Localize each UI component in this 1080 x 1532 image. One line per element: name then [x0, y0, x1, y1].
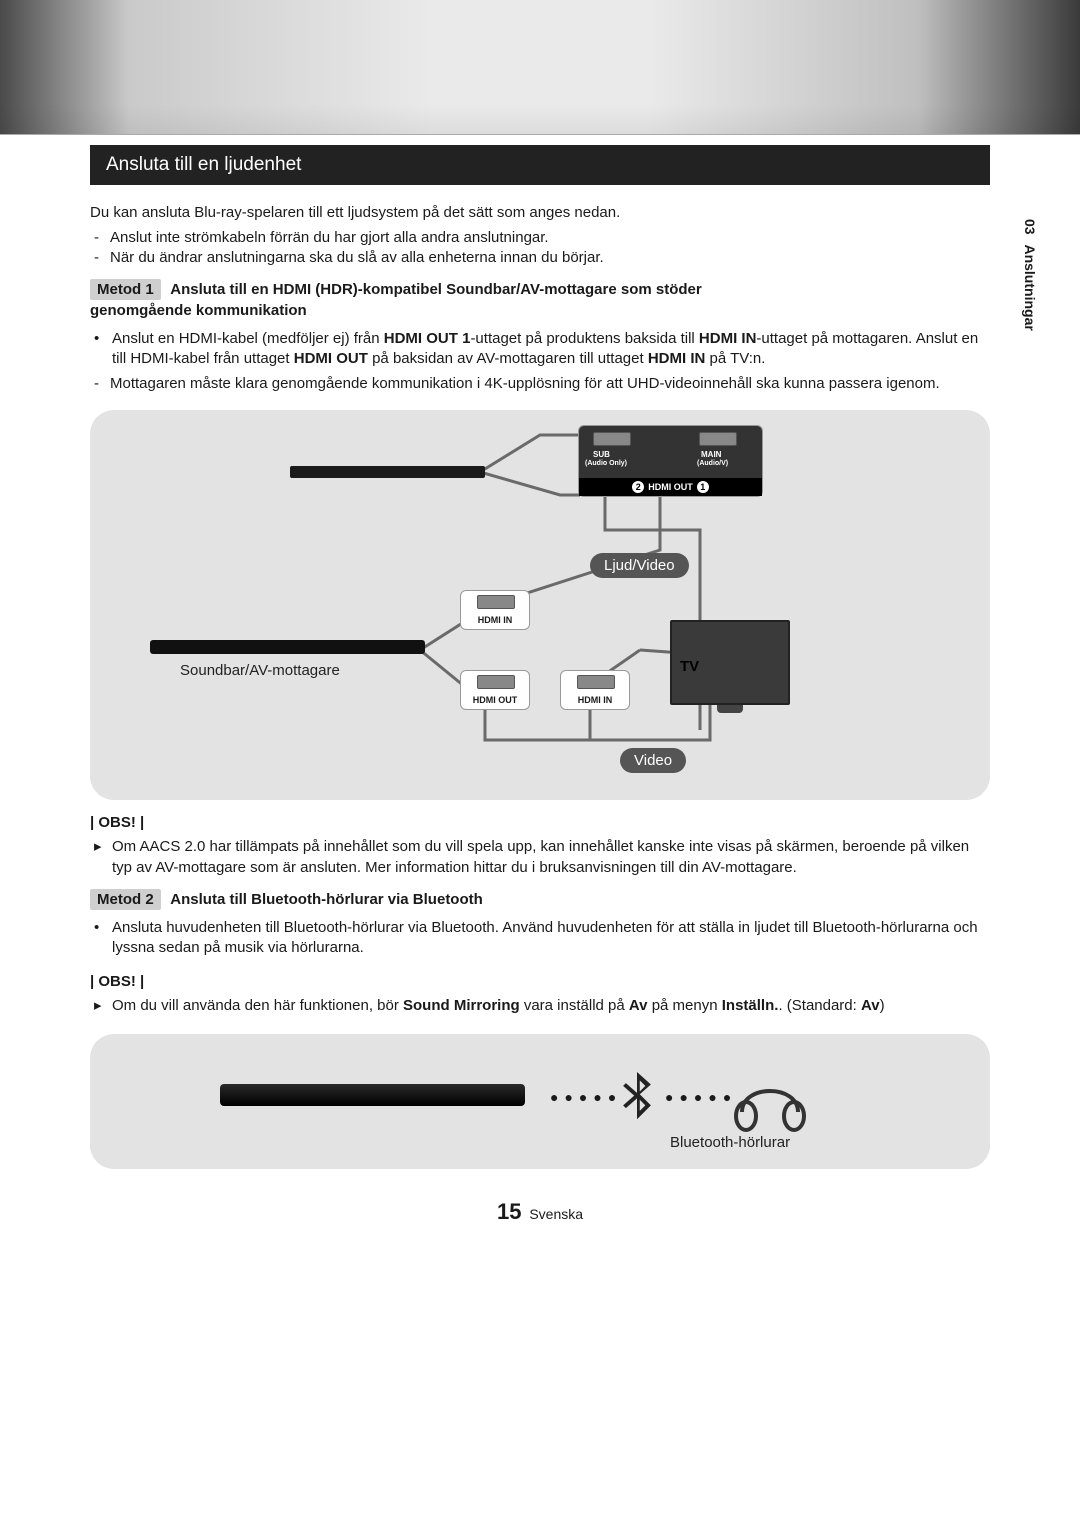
wiring-svg — [90, 410, 990, 800]
precaution-item: - Anslut inte strömkabeln förrän du har … — [90, 229, 990, 246]
page-footer: 15 Svenska — [90, 1199, 990, 1225]
page-top-band — [0, 0, 1080, 135]
list-item: • Ansluta huvudenheten till Bluetooth-hö… — [94, 918, 990, 959]
bluetooth-icon — [620, 1072, 654, 1132]
port-sublabel: (Audio Only) — [585, 460, 627, 467]
method2-bullet-text: Ansluta huvudenheten till Bluetooth-hörl… — [112, 918, 990, 959]
method-tag: Metod 1 — [90, 279, 161, 300]
obs-label: | OBS! | — [90, 973, 990, 990]
method1-title-line1: Ansluta till en HDMI (HDR)-kompatibel So… — [170, 281, 701, 298]
headphones-label: Bluetooth-hörlurar — [670, 1134, 790, 1151]
hdmi-port-icon — [699, 432, 737, 446]
precaution-text: Anslut inte strömkabeln förrän du har gj… — [110, 229, 549, 246]
connection-diagram-2: ●●●●● ●●●●● Bluetooth-hörlurar — [90, 1034, 990, 1169]
port-label: HDMI IN — [567, 695, 623, 705]
player-icon — [220, 1084, 525, 1106]
hdmi-port-icon — [477, 595, 515, 609]
section-intro: Du kan ansluta Blu-ray-spelaren till ett… — [90, 203, 990, 223]
player-port-panel: SUB (Audio Only) MAIN (Audio/V) 2HDMI OU… — [578, 425, 763, 497]
connection-diagram-1: SUB (Audio Only) MAIN (Audio/V) 2HDMI OU… — [90, 410, 990, 800]
method1-dash-text: Mottagaren måste klara genomgående kommu… — [110, 375, 940, 392]
list-item: - Mottagaren måste klara genomgående kom… — [90, 375, 990, 392]
list-item: ▸ Om AACS 2.0 har tillämpats på innehåll… — [94, 837, 990, 878]
page-number: 15 — [497, 1199, 521, 1224]
list-item: • Anslut en HDMI-kabel (medföljer ej) fr… — [94, 329, 990, 370]
port-label: MAIN — [701, 450, 721, 459]
soundbar-hdmi-in-callout: HDMI IN — [460, 590, 530, 630]
panel-footer-label: 2HDMI OUT1 — [579, 478, 762, 496]
chapter-side-tab: 03 Anslutningar — [1020, 215, 1040, 335]
hdmi-port-icon — [577, 675, 615, 689]
tv-label: TV — [680, 658, 699, 675]
method-tag: Metod 2 — [90, 889, 161, 910]
precaution-list: - Anslut inte strömkabeln förrän du har … — [90, 229, 990, 266]
port-sublabel: (Audio/V) — [697, 460, 728, 467]
port-label: HDMI OUT — [467, 695, 523, 705]
method1-bullets: • Anslut en HDMI-kabel (medföljer ej) fr… — [94, 329, 990, 370]
method2-bullets: • Ansluta huvudenheten till Bluetooth-hö… — [94, 918, 990, 959]
page-language: Svenska — [529, 1206, 583, 1222]
method1-dash-list: - Mottagaren måste klara genomgående kom… — [90, 375, 990, 392]
obs2-text: Om du vill använda den här funktionen, b… — [112, 996, 885, 1016]
chapter-number: 03 — [1022, 219, 1038, 235]
method1-heading: Metod 1 Ansluta till en HDMI (HDR)-kompa… — [90, 280, 990, 321]
port-label: HDMI IN — [467, 615, 523, 625]
chapter-label: Anslutningar — [1022, 244, 1038, 330]
port-label: SUB — [593, 450, 610, 459]
hdmi-port-icon — [477, 675, 515, 689]
tv-hdmi-in-callout: HDMI IN — [560, 670, 630, 710]
method1-bullet-text: Anslut en HDMI-kabel (medföljer ej) från… — [112, 329, 990, 370]
obs2-list: ▸ Om du vill använda den här funktionen,… — [94, 996, 990, 1016]
list-item: ▸ Om du vill använda den här funktionen,… — [94, 996, 990, 1016]
video-badge: Video — [620, 748, 686, 773]
soundbar-icon — [150, 640, 425, 654]
page-body: 03 Anslutningar Ansluta till en ljudenhe… — [0, 145, 1080, 1255]
method2-heading: Metod 2 Ansluta till Bluetooth-hörlurar … — [90, 890, 990, 910]
dots-right: ●●●●● — [665, 1089, 737, 1105]
dots-left: ●●●●● — [550, 1089, 622, 1105]
obs-label: | OBS! | — [90, 814, 990, 831]
audio-video-badge: Ljud/Video — [590, 553, 689, 578]
soundbar-hdmi-out-callout: HDMI OUT — [460, 670, 530, 710]
precaution-text: När du ändrar anslutningarna ska du slå … — [110, 249, 604, 266]
obs1-text: Om AACS 2.0 har tillämpats på innehållet… — [112, 837, 990, 878]
method1-title-line2: genomgående kommunikation — [90, 302, 307, 319]
hdmi-port-icon — [593, 432, 631, 446]
method2-title: Ansluta till Bluetooth-hörlurar via Blue… — [170, 891, 483, 908]
obs1-list: ▸ Om AACS 2.0 har tillämpats på innehåll… — [94, 837, 990, 878]
soundbar-label: Soundbar/AV-mottagare — [180, 662, 340, 679]
player-icon — [290, 466, 485, 478]
headphones-icon — [730, 1064, 810, 1138]
precaution-item: - När du ändrar anslutningarna ska du sl… — [90, 249, 990, 266]
section-heading: Ansluta till en ljudenhet — [90, 145, 990, 185]
